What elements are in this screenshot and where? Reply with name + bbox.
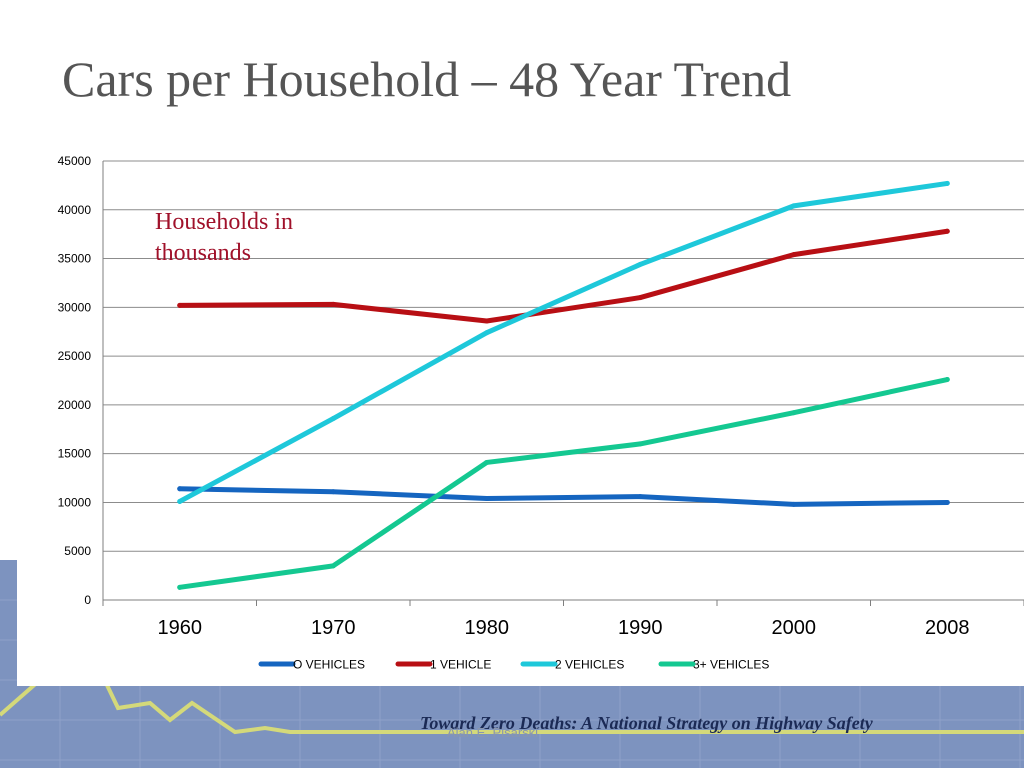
data-point: [791, 252, 797, 258]
y-tick-label: 5000: [64, 544, 91, 558]
data-point: [791, 501, 797, 507]
data-point: [944, 499, 950, 505]
page-title: Cars per Household – 48 Year Trend: [62, 51, 792, 107]
data-point: [177, 584, 183, 590]
data-point: [637, 295, 643, 301]
units-annotation: Households in thousands: [155, 209, 293, 266]
x-tick-label: 1980: [465, 617, 510, 639]
legend-label: 2 VEHICLES: [555, 658, 624, 672]
y-tick-label: 10000: [58, 495, 92, 509]
data-point: [177, 498, 183, 504]
data-point: [484, 459, 490, 465]
series-line: [177, 377, 950, 590]
data-point: [637, 494, 643, 500]
y-tick-label: 35000: [58, 252, 92, 266]
data-point: [330, 416, 336, 422]
y-tick-label: 0: [84, 593, 91, 607]
data-point: [330, 489, 336, 495]
data-point: [484, 318, 490, 324]
data-point: [484, 330, 490, 336]
data-point: [791, 203, 797, 209]
x-tick-label: 2000: [772, 617, 817, 639]
x-tick-label: 2008: [925, 617, 970, 639]
series-line: [177, 180, 950, 504]
footer-slogan: Toward Zero Deaths: A National Strategy …: [420, 713, 873, 733]
data-point: [177, 486, 183, 492]
line-chart: 0 5000 10000 15000 20000 25000 30000 35000 40000…: [58, 154, 1024, 672]
y-tick-label: 25000: [58, 349, 92, 363]
footer-credit: Alan E. Pisarski: [447, 725, 539, 740]
data-point: [944, 228, 950, 234]
y-tick-label: 30000: [58, 300, 92, 314]
y-tick-label: 45000: [58, 154, 92, 168]
data-point: [944, 180, 950, 186]
y-tick-label: 40000: [58, 203, 92, 217]
data-point: [484, 496, 490, 502]
data-point: [637, 261, 643, 267]
chart-panel: 0 5000 10000 15000 20000 25000 30000 35000 40000…: [17, 140, 1024, 686]
data-point: [330, 563, 336, 569]
data-point: [637, 441, 643, 447]
legend-label: 1 VEHICLE: [430, 658, 491, 672]
data-point: [944, 377, 950, 383]
legend-label: O VEHICLES: [293, 658, 365, 672]
x-tick-label: 1990: [618, 617, 663, 639]
legend-label: 3+ VEHICLES: [693, 658, 769, 672]
data-point: [177, 302, 183, 308]
data-point: [330, 301, 336, 307]
y-tick-label: 15000: [58, 447, 92, 461]
series-line: [177, 228, 950, 324]
data-point: [791, 410, 797, 416]
series-line: [177, 486, 950, 507]
x-tick-label: 1970: [311, 617, 356, 639]
y-tick-label: 20000: [58, 398, 92, 412]
x-tick-label: 1960: [158, 617, 203, 639]
